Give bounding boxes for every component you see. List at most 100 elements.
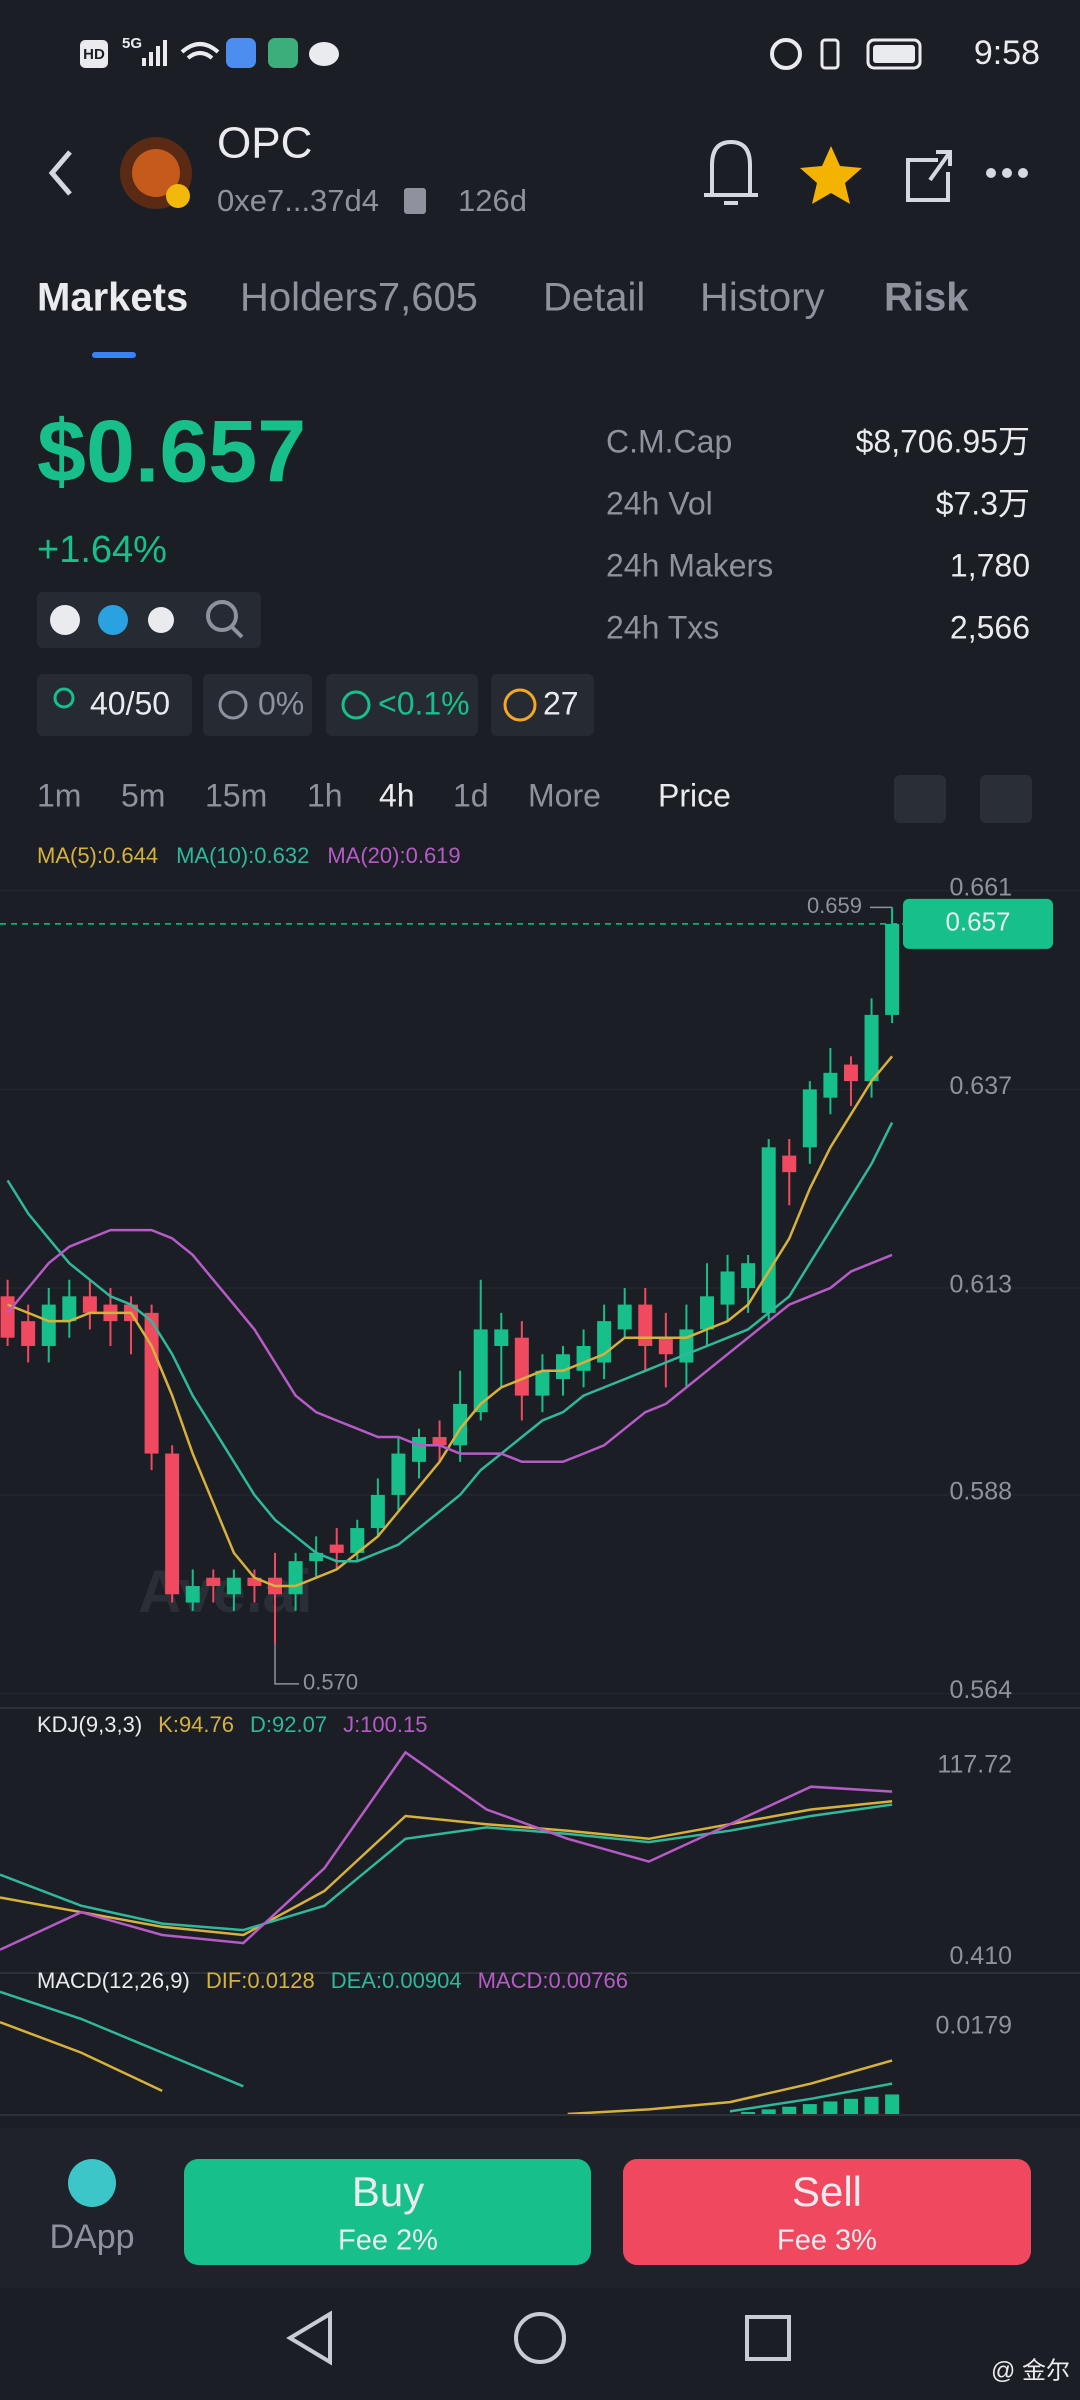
candle-body [514, 1337, 529, 1396]
price-change: +1.64% [37, 529, 167, 571]
stat-value: $8,706.95万 [856, 423, 1030, 459]
sell-button[interactable] [623, 2159, 1031, 2265]
candle-body [782, 1155, 797, 1173]
stat-value: $7.3万 [936, 485, 1030, 521]
dapp-label[interactable]: DApp [49, 2218, 134, 2256]
settings-button[interactable] [980, 775, 1032, 823]
tab[interactable]: Detail [543, 276, 645, 320]
panel-plot [0, 1990, 900, 2114]
ma-line [6, 1121, 894, 1563]
timeframe[interactable]: Price [658, 777, 731, 813]
candle-body [62, 1296, 77, 1322]
vibrate-icon [820, 38, 840, 70]
indicator-line [0, 2021, 893, 2114]
bell-icon[interactable] [704, 139, 758, 205]
timeframe[interactable]: More [528, 777, 601, 813]
candle-body [206, 1577, 221, 1586]
tab[interactable]: Holders7,605 [240, 276, 478, 320]
tab[interactable]: Markets [37, 276, 188, 320]
token-age: 126d [458, 183, 527, 218]
candle-body [741, 1263, 756, 1289]
more-icon[interactable] [986, 168, 1028, 178]
watermark: @ 金尔 [991, 2357, 1070, 2384]
candle-body [720, 1271, 735, 1305]
candle-body [432, 1437, 447, 1446]
timeframe[interactable]: 15m [205, 777, 267, 813]
share-icon[interactable] [906, 150, 952, 202]
sell-label[interactable]: Sell [792, 2168, 862, 2215]
candle-body [555, 1354, 570, 1380]
timeframe[interactable]: 1d [453, 777, 489, 813]
ma-line [7, 1055, 894, 1588]
badge-text: 0% [258, 685, 304, 721]
search-icon[interactable] [206, 600, 238, 632]
nav-recent[interactable] [745, 2315, 791, 2361]
stat-label: 24h Txs [606, 609, 719, 645]
low-label: 0.570 [303, 1670, 358, 1695]
indicator-line [0, 1803, 893, 1932]
app-icon [268, 38, 298, 68]
badge-text: <0.1% [378, 685, 470, 721]
candle-body [638, 1304, 653, 1346]
wechat-icon [309, 42, 339, 66]
macd-bar [761, 2109, 776, 2114]
y-tick-label: 0.637 [949, 1072, 1012, 1100]
wifi-icon [180, 42, 220, 60]
candle-body [576, 1345, 591, 1371]
copy-icon[interactable] [404, 188, 426, 214]
nav-home[interactable] [514, 2312, 566, 2364]
telegram-icon[interactable] [98, 605, 128, 635]
candle-body [82, 1296, 97, 1313]
star-icon[interactable] [800, 146, 862, 204]
timeframe[interactable]: 5m [121, 777, 165, 813]
tab[interactable]: History [700, 276, 824, 320]
timeframe[interactable]: 1m [37, 777, 81, 813]
timeframe[interactable]: 4h [379, 777, 415, 813]
network-text: 5G [122, 35, 142, 52]
clock: 9:58 [974, 34, 1040, 72]
timeframe[interactable]: 1h [307, 777, 343, 813]
candle-body [370, 1494, 385, 1529]
token-address[interactable]: 0xe7...37d4 [217, 183, 379, 218]
candle-body [21, 1321, 36, 1346]
ma-legend: MA(20):0.619 [327, 843, 460, 868]
stat-value: 1,780 [950, 547, 1030, 583]
y-tick-label: 0.613 [949, 1271, 1012, 1299]
candle-body [185, 1585, 200, 1603]
nav-back[interactable] [286, 2310, 332, 2366]
candle-body [288, 1561, 303, 1595]
tab[interactable]: Risk [884, 276, 969, 320]
qq-icon[interactable] [148, 607, 174, 633]
macd-bar [864, 2096, 879, 2114]
panel-legend: DIF:0.0128 [206, 1968, 315, 1993]
back-button[interactable] [48, 150, 72, 196]
panel-legend: D:92.07 [250, 1712, 327, 1737]
macd-bar [823, 2101, 838, 2114]
tab-indicator [92, 352, 136, 358]
indicator-line [0, 1990, 893, 2113]
stat-value: 2,566 [950, 609, 1030, 645]
macd-bar [802, 2104, 817, 2114]
stat-label: 24h Makers [606, 547, 773, 583]
panel-plot [0, 1750, 893, 1951]
y-tick-label: 0.588 [949, 1478, 1012, 1506]
candle-body [473, 1329, 488, 1413]
macd-bar [885, 2094, 900, 2114]
buy-label[interactable]: Buy [352, 2168, 424, 2215]
battery-icon [866, 38, 922, 70]
x-icon[interactable] [50, 605, 80, 635]
indicator-button[interactable] [894, 775, 946, 823]
candle-body [350, 1528, 365, 1553]
stat-label: 24h Vol [606, 485, 713, 521]
buy-button[interactable] [184, 2159, 591, 2265]
dapp-icon[interactable] [68, 2159, 116, 2207]
buy-fee[interactable]: Fee 2% [338, 2225, 438, 2257]
candle-body [309, 1552, 324, 1562]
sell-fee[interactable]: Fee 3% [777, 2225, 877, 2257]
current-price-tag [903, 898, 1053, 949]
price: $0.657 [37, 401, 306, 500]
candle-body [843, 1064, 858, 1082]
